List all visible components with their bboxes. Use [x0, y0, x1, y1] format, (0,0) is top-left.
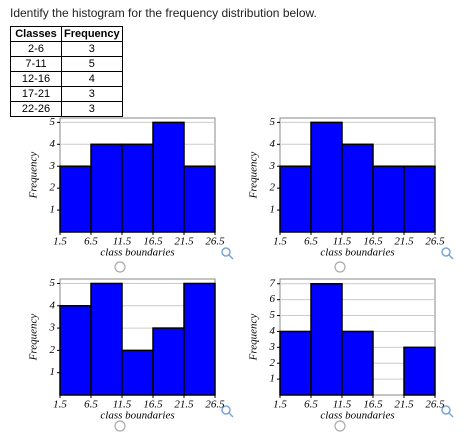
y-tick-label: 7 [270, 277, 276, 289]
bar [59, 165, 92, 233]
frequency-table: Classes Frequency 2-6 3 7-11 5 12-16 4 17-21… [10, 26, 123, 117]
y-tick-label: 4 [270, 325, 276, 337]
x-tick-label: 1.5 [273, 236, 287, 248]
bar [279, 330, 312, 396]
x-tick-label: 26.5 [425, 399, 445, 411]
zoom-icon[interactable] [221, 247, 234, 260]
y-tick-label: 5 [270, 309, 276, 321]
cell: 22-26 [10, 101, 62, 117]
cell: 12-16 [10, 71, 62, 87]
y-tick-label: 1 [50, 366, 56, 378]
question: Identify the histogram for the frequency… [10, 6, 317, 20]
x-tick-label: 21.5 [174, 399, 194, 411]
x-tick-label: 11.5 [113, 236, 132, 248]
bar [341, 143, 374, 233]
y-tick-label: 5 [270, 116, 276, 128]
x-tick-label: 1.5 [53, 399, 67, 411]
x-tick-label: 26.5 [205, 399, 225, 411]
header-cell: Classes [10, 26, 62, 42]
y-tick-label: 5 [50, 116, 56, 128]
x-tick-label: 16.5 [363, 236, 383, 248]
zoom-icon[interactable] [441, 247, 454, 260]
x-axis-label: class boundaries [100, 410, 174, 422]
x-tick-label: 21.5 [174, 236, 194, 248]
bar [279, 165, 312, 233]
x-tick-label: 6.5 [304, 236, 318, 248]
x-tick-label: 1.5 [53, 236, 67, 248]
y-tick-label: 3 [49, 322, 56, 334]
cell: 3 [61, 86, 123, 102]
y-tick-label: 4 [50, 138, 56, 150]
bar [310, 121, 343, 233]
y-tick-label: 2 [50, 344, 56, 356]
x-tick-label: 11.5 [113, 399, 132, 411]
cell: 7-11 [10, 56, 62, 72]
x-axis-label: class boundaries [320, 247, 394, 259]
y-tick-label: 5 [50, 277, 56, 289]
header-cell: Frequency [61, 26, 123, 42]
y-tick-label: 2 [270, 357, 276, 369]
y-axis-label: Frequency [248, 152, 260, 200]
x-axis-label: class boundaries [100, 247, 174, 259]
y-tick-label: 3 [269, 160, 276, 172]
x-tick-label: 16.5 [143, 236, 163, 248]
bar [310, 283, 343, 396]
bar [341, 330, 374, 396]
bar [121, 143, 154, 233]
y-tick-label: 3 [49, 160, 56, 172]
bar [90, 282, 123, 396]
x-tick-label: 26.5 [425, 236, 445, 248]
radio-button[interactable] [114, 261, 126, 273]
bar [403, 346, 436, 396]
zoom-icon[interactable] [221, 405, 234, 418]
bar [59, 305, 92, 396]
x-tick-label: 1.5 [273, 399, 287, 411]
bar [403, 165, 436, 233]
y-tick-label: 2 [270, 182, 276, 194]
x-tick-label: 6.5 [84, 236, 98, 248]
x-tick-label: 11.5 [333, 236, 352, 248]
x-tick-label: 21.5 [394, 236, 414, 248]
y-tick-label: 4 [270, 138, 276, 150]
x-tick-label: 6.5 [84, 399, 98, 411]
bar [121, 349, 154, 396]
y-axis-label: Frequency [28, 152, 40, 200]
y-tick-label: 6 [270, 293, 276, 305]
zoom-icon[interactable] [441, 405, 454, 418]
x-axis-label: class boundaries [320, 410, 394, 422]
x-tick-label: 21.5 [394, 399, 414, 411]
cell: 3 [61, 101, 123, 117]
bar [183, 282, 216, 396]
bar [372, 165, 405, 233]
y-tick-label: 1 [270, 204, 276, 216]
y-tick-label: 1 [270, 373, 276, 385]
y-tick-label: 3 [269, 341, 276, 353]
bar [152, 121, 185, 233]
x-tick-label: 11.5 [333, 399, 352, 411]
y-axis-label: Frequency [248, 314, 260, 362]
bar [152, 327, 185, 396]
x-tick-label: 16.5 [363, 399, 383, 411]
radio-button[interactable] [334, 420, 346, 432]
cell: 17-21 [10, 86, 62, 102]
bar [183, 165, 216, 233]
y-axis-label: Frequency [28, 314, 40, 362]
radio-button[interactable] [114, 420, 126, 432]
x-tick-label: 26.5 [205, 236, 225, 248]
y-tick-label: 1 [50, 204, 56, 216]
y-tick-label: 2 [50, 182, 56, 194]
y-tick-label: 4 [50, 299, 56, 311]
radio-button[interactable] [334, 261, 346, 273]
bar [90, 143, 123, 233]
x-tick-label: 6.5 [304, 399, 318, 411]
x-tick-label: 16.5 [143, 399, 163, 411]
